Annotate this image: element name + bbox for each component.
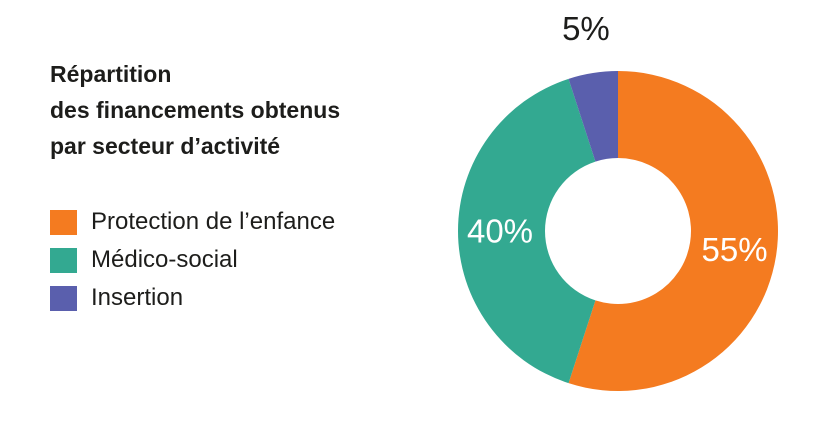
donut-slice-protection-de-l-enfance: [568, 71, 778, 391]
legend-label-insertion: Insertion: [91, 284, 184, 311]
chart-title-line-2: des financements obtenus: [50, 97, 341, 123]
legend-label-medico-social: Médico-social: [91, 246, 238, 273]
chart-title-line-1: Répartition: [50, 61, 172, 87]
donut-slice-medico-social: [457, 78, 596, 384]
legend-swatch-insertion: [50, 285, 77, 311]
donut-slice-insertion: [568, 71, 618, 162]
chart-title-line-3: par secteur d’activité: [50, 133, 281, 159]
legend-swatch-medico-social: [50, 247, 77, 273]
legend-item-protection-enfance: Protection de l’enfance: [50, 203, 335, 241]
chart-title: Répartition des financements obtenus par…: [50, 56, 450, 164]
legend-item-medico-social: Médico-social: [50, 241, 335, 279]
donut-label-medico-social: 40%: [467, 213, 533, 250]
legend-item-insertion: Insertion: [50, 279, 335, 317]
donut-label-insertion: 5%: [562, 10, 610, 47]
legend-label-protection-enfance: Protection de l’enfance: [91, 208, 336, 235]
chart-legend: Protection de l’enfance Médico-social In…: [50, 203, 335, 317]
legend-swatch-protection-enfance: [50, 209, 77, 235]
donut-label-protection-de-l-enfance: 55%: [702, 231, 768, 268]
